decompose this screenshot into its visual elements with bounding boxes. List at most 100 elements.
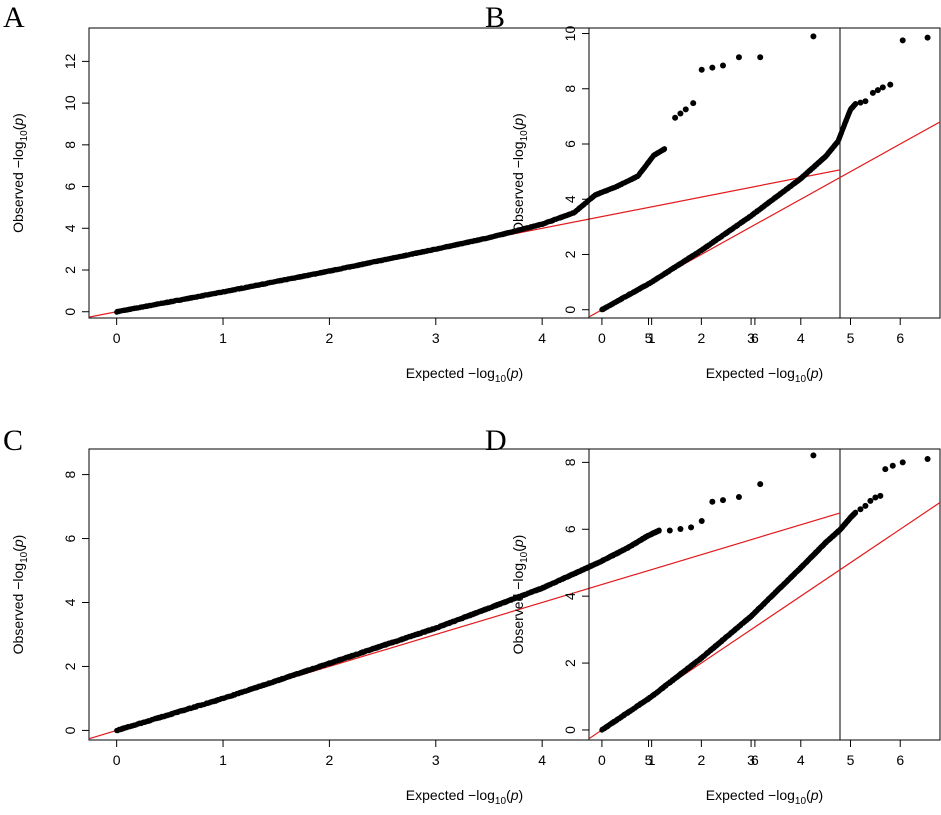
axis-title-variable: p	[10, 118, 26, 127]
axis-title-main: Expected −log	[706, 787, 795, 803]
x-tick-label: 2	[697, 752, 705, 768]
axis-title-paren-open: (	[506, 787, 511, 803]
y-tick-label: 0	[62, 308, 78, 316]
x-axis-title: Expected −log10(p)	[406, 787, 523, 807]
observed-points-dense	[599, 100, 859, 313]
x-axis-title: Expected −log10(p)	[706, 365, 823, 385]
observed-point	[810, 452, 817, 459]
observed-point	[887, 81, 894, 88]
y-tick-label: 4	[562, 592, 578, 600]
observed-point	[682, 106, 689, 113]
axis-title-paren-close: )	[510, 113, 526, 118]
x-tick-label: 3	[747, 752, 755, 768]
axis-title-paren-close: )	[819, 787, 824, 803]
axis-title-subscript: 10	[495, 796, 507, 807]
observed-point	[899, 459, 906, 466]
observed-point	[719, 62, 726, 69]
axis-title-subscript: 10	[795, 796, 807, 807]
observed-point	[698, 517, 705, 524]
x-axis-title: Expected −log10(p)	[706, 787, 823, 807]
x-tick-label: 4	[797, 752, 805, 768]
observed-point	[690, 100, 697, 107]
axis-title-variable: p	[510, 787, 519, 803]
observed-point	[862, 502, 869, 509]
axis-title-paren-open: (	[806, 365, 811, 381]
x-tick-label: 5	[847, 330, 855, 346]
axis-title-paren-close: )	[819, 365, 824, 381]
y-axis-title: Observed −log10(p)	[10, 113, 30, 233]
y-tick-label: 2	[562, 659, 578, 667]
axis-title-paren-close: )	[10, 113, 26, 118]
x-tick-label: 5	[847, 752, 855, 768]
axis-title-paren-open: (	[506, 365, 511, 381]
y-tick-label: 10	[62, 95, 78, 111]
observed-point	[889, 462, 896, 469]
y-axis-title: Observed −log10(p)	[510, 113, 530, 233]
observed-point	[882, 466, 889, 473]
axis-title-subscript: 10	[19, 551, 30, 563]
plot-frame	[88, 448, 841, 741]
observed-point	[924, 34, 931, 41]
axis-title-paren-close: )	[519, 365, 524, 381]
y-tick-label: 8	[562, 458, 578, 466]
x-tick-label: 4	[538, 752, 546, 768]
expected-line	[589, 121, 940, 318]
plot-area	[89, 33, 840, 318]
x-tick-label: 6	[751, 752, 759, 768]
observed-point	[874, 87, 881, 94]
observed-point	[709, 64, 716, 71]
observed-point	[879, 84, 886, 91]
x-tick-label: 0	[113, 330, 121, 346]
observed-point	[666, 527, 673, 534]
observed-point	[867, 497, 874, 504]
y-tick-label: 6	[62, 534, 78, 542]
observed-point	[688, 524, 695, 531]
observed-point	[869, 89, 876, 96]
x-tick-label: 1	[648, 752, 656, 768]
axis-title-main: Expected −log	[706, 365, 795, 381]
x-tick-label: 3	[432, 330, 440, 346]
x-tick-label: 0	[598, 752, 606, 768]
observed-point	[735, 54, 742, 61]
observed-point	[810, 33, 817, 40]
observed-point	[857, 506, 864, 513]
observed-point	[709, 498, 716, 505]
y-tick-label: 10	[562, 26, 578, 42]
x-tick-label: 6	[896, 330, 904, 346]
y-tick-label: 0	[562, 306, 578, 314]
axis-title-variable: p	[510, 118, 526, 127]
y-tick-label: 4	[62, 224, 78, 232]
axis-title-paren-close: )	[510, 535, 526, 540]
axis-title-main: Observed −log	[510, 563, 526, 654]
observed-point	[672, 114, 679, 121]
axis-title-main: Expected −log	[406, 787, 495, 803]
y-tick-label: 6	[562, 525, 578, 533]
y-tick-label: 4	[562, 195, 578, 203]
x-tick-label: 6	[751, 330, 759, 346]
axis-title-subscript: 10	[795, 374, 807, 385]
x-tick-label: 2	[326, 752, 334, 768]
x-tick-label: 6	[896, 752, 904, 768]
observed-point	[719, 497, 726, 504]
axis-title-main: Observed −log	[10, 141, 26, 232]
axis-title-subscript: 10	[519, 130, 530, 142]
axis-title-subscript: 10	[19, 130, 30, 142]
plot-frame	[588, 27, 941, 319]
observed-point	[735, 493, 742, 500]
y-tick-label: 8	[62, 141, 78, 149]
x-tick-label: 4	[538, 330, 546, 346]
observed-point	[757, 54, 764, 61]
x-axis-title: Expected −log10(p)	[406, 365, 523, 385]
y-tick-label: 2	[562, 250, 578, 258]
observed-point	[899, 37, 906, 44]
y-tick-label: 6	[562, 140, 578, 148]
plot-area	[589, 34, 940, 318]
y-tick-label: 6	[62, 182, 78, 190]
x-tick-label: 2	[697, 330, 705, 346]
axis-title-main: Expected −log	[406, 365, 495, 381]
x-tick-label: 4	[797, 330, 805, 346]
axis-title-variable: p	[510, 365, 519, 381]
